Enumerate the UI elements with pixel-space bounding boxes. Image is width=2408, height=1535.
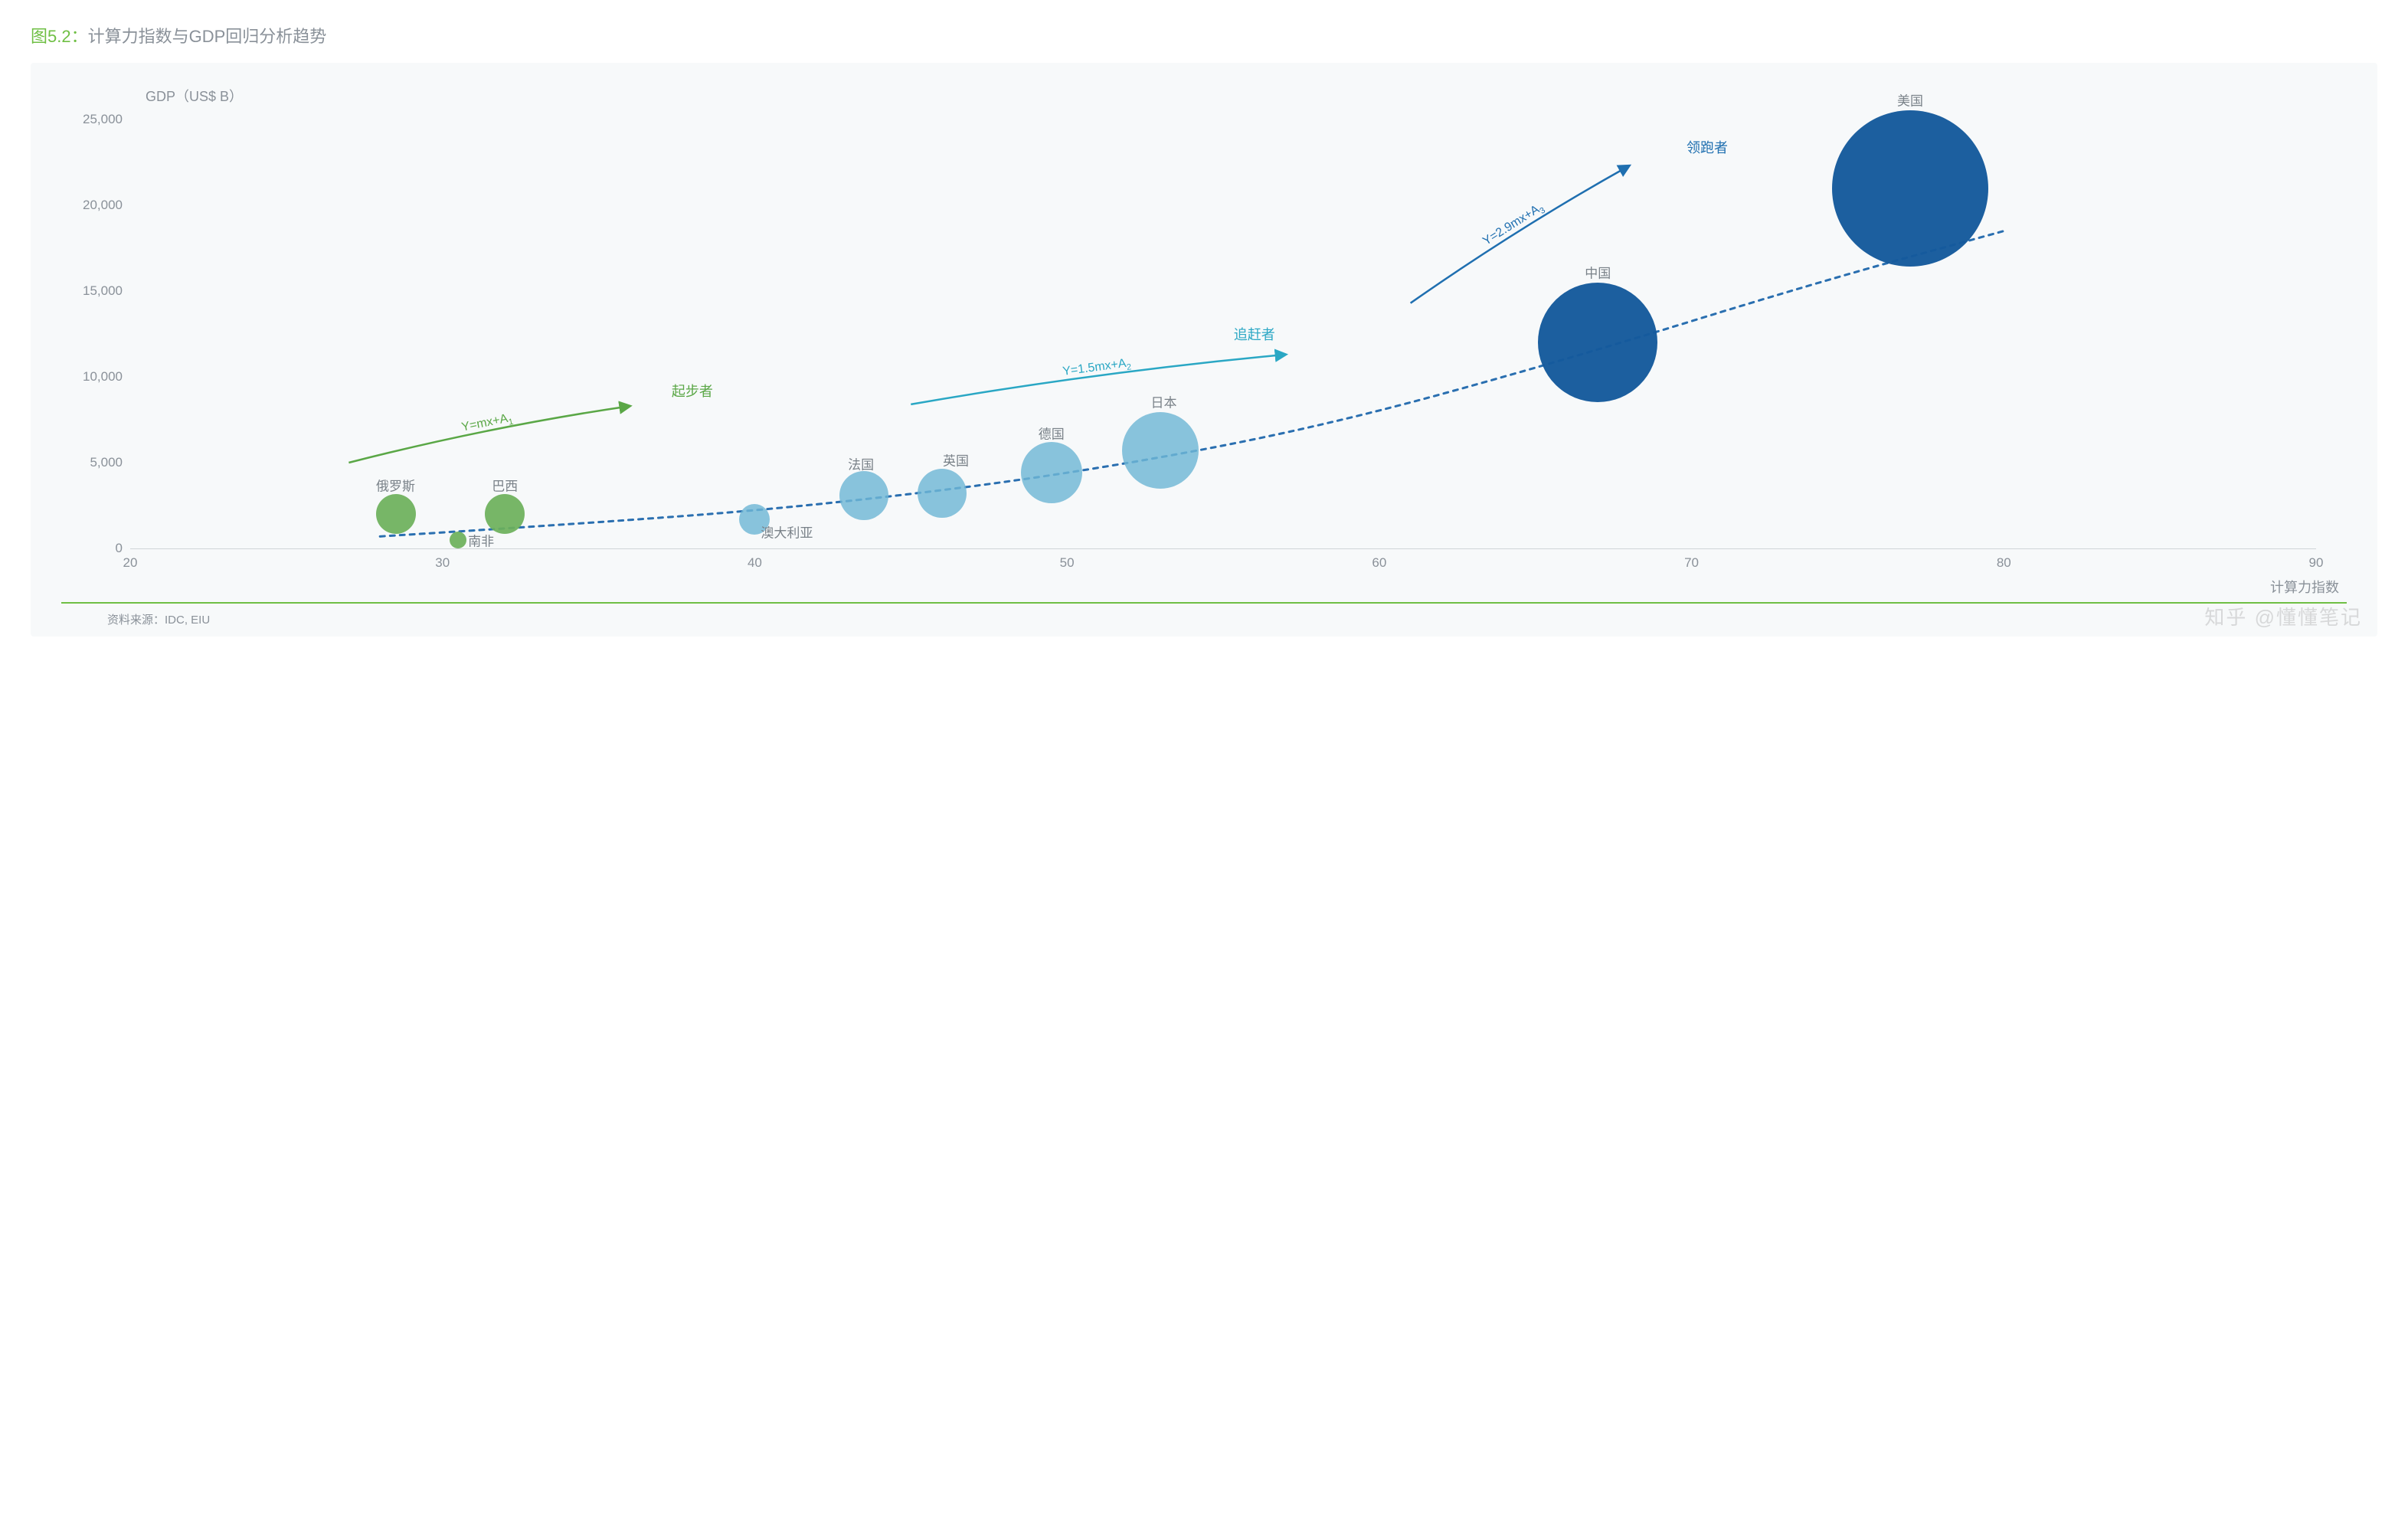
group-label: 起步者 [672, 381, 713, 401]
x-tick: 80 [1997, 555, 2011, 571]
y-tick: 15,000 [61, 283, 123, 299]
bubble [376, 494, 416, 534]
bubble [485, 494, 525, 534]
group-label: 追赶者 [1234, 324, 1275, 344]
group-label: 领跑者 [1687, 137, 1728, 157]
bubble [450, 532, 466, 548]
bubble-label: 德国 [1039, 424, 1065, 443]
title-text: 计算力指数与GDP回归分析趋势 [88, 27, 327, 46]
x-tick: 40 [748, 555, 762, 571]
bubble [1021, 442, 1082, 503]
x-axis: 计算力指数 2030405060708090 [130, 548, 2316, 579]
bubble [1832, 110, 1988, 267]
source-label: 资料来源：IDC, EIU [107, 611, 2347, 627]
x-tick: 50 [1060, 555, 1075, 571]
y-tick: 10,000 [61, 369, 123, 385]
bubble-label: 法国 [848, 453, 874, 473]
chart-title: 图5.2：计算力指数与GDP回归分析趋势 [31, 23, 2377, 47]
x-tick: 30 [435, 555, 450, 571]
title-prefix: 图5.2： [31, 27, 88, 46]
trend-overlay [130, 119, 2316, 548]
bubble-label: 英国 [943, 450, 969, 470]
bubble-label: 俄罗斯 [376, 476, 415, 495]
plot-area: 05,00010,00015,00020,00025,000俄罗斯巴西南非起步者… [130, 119, 2316, 548]
bubble [839, 471, 888, 520]
x-tick: 70 [1684, 555, 1699, 571]
x-tick: 90 [2309, 555, 2324, 571]
y-tick: 20,000 [61, 198, 123, 213]
bubble [1538, 283, 1657, 402]
bubble [918, 469, 967, 518]
bubble-label: 美国 [1897, 90, 1923, 109]
y-axis-title: GDP（US$ B） [146, 86, 2347, 106]
bubble-label: 日本 [1150, 392, 1176, 411]
x-tick: 60 [1372, 555, 1386, 571]
bubble-label: 澳大利亚 [761, 522, 813, 541]
baseline-rule [61, 602, 2347, 604]
bubble-label: 南非 [468, 530, 494, 549]
equation-label: Y=2.9mx+A3 [1481, 201, 1548, 250]
bubble [1122, 412, 1199, 489]
watermark: 知乎 @懂懂笔记 [2204, 602, 2362, 630]
y-tick: 25,000 [61, 112, 123, 127]
x-axis-title: 计算力指数 [2270, 577, 2339, 597]
y-tick: 0 [61, 541, 123, 556]
y-tick: 5,000 [61, 455, 123, 470]
bubble-label: 巴西 [492, 476, 518, 495]
bubble-label: 中国 [1585, 263, 1611, 282]
x-tick: 20 [123, 555, 138, 571]
equation-label: Y=1.5mx+A2 [1062, 357, 1132, 381]
chart-panel: GDP（US$ B） 0 5,000 10,000 15,000 20,000 25,00… [31, 63, 2377, 637]
equation-label: Y=mx+A1 [460, 411, 514, 437]
